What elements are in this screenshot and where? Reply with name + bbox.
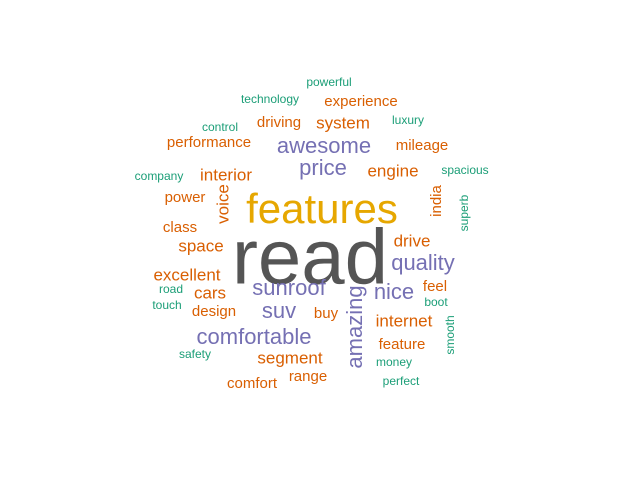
- word-driving: driving: [257, 114, 301, 131]
- word-interior: interior: [200, 165, 252, 184]
- word-nice: nice: [374, 279, 414, 304]
- word-experience: experience: [324, 93, 397, 110]
- word-boot: boot: [424, 295, 448, 309]
- word-engine: engine: [367, 161, 418, 180]
- word-perfect: perfect: [383, 374, 420, 388]
- word-suv: suv: [262, 298, 296, 323]
- word-cars: cars: [194, 283, 226, 302]
- word-internet: internet: [376, 311, 433, 330]
- word-system: system: [316, 113, 370, 132]
- word-read: read: [232, 213, 388, 301]
- word-excellent: excellent: [153, 265, 220, 284]
- word-road: road: [159, 282, 183, 296]
- word-comfortable: comfortable: [197, 324, 312, 349]
- word-safety: safety: [179, 347, 211, 361]
- word-mileage: mileage: [396, 137, 449, 154]
- word-feature: feature: [379, 336, 426, 353]
- word-smooth: smooth: [443, 315, 457, 354]
- word-money: money: [376, 355, 412, 369]
- word-segment: segment: [257, 348, 322, 367]
- word-voice: voice: [213, 184, 232, 224]
- word-touch: touch: [152, 298, 181, 312]
- word-feel: feel: [423, 278, 447, 295]
- word-spacious: spacious: [441, 163, 488, 177]
- word-quality: quality: [391, 250, 455, 275]
- word-sunroof: sunroof: [252, 275, 326, 300]
- word-price: price: [299, 155, 347, 180]
- word-india: india: [428, 185, 445, 217]
- word-design: design: [192, 303, 236, 320]
- word-powerful: powerful: [306, 75, 351, 89]
- word-class: class: [163, 219, 197, 236]
- word-awesome: awesome: [277, 133, 371, 158]
- word-buy: buy: [314, 305, 339, 322]
- word-range: range: [289, 368, 327, 385]
- word-superb: superb: [457, 194, 471, 231]
- word-comfort: comfort: [227, 375, 278, 392]
- word-features: features: [246, 185, 398, 232]
- word-performance: performance: [167, 134, 251, 151]
- word-control: control: [202, 120, 238, 134]
- word-space: space: [178, 236, 223, 255]
- word-amazing: amazing: [342, 285, 367, 368]
- word-power: power: [165, 189, 206, 206]
- word-drive: drive: [394, 231, 431, 250]
- word-technology: technology: [241, 92, 299, 106]
- word-luxury: luxury: [392, 113, 424, 127]
- word-company: company: [135, 169, 184, 183]
